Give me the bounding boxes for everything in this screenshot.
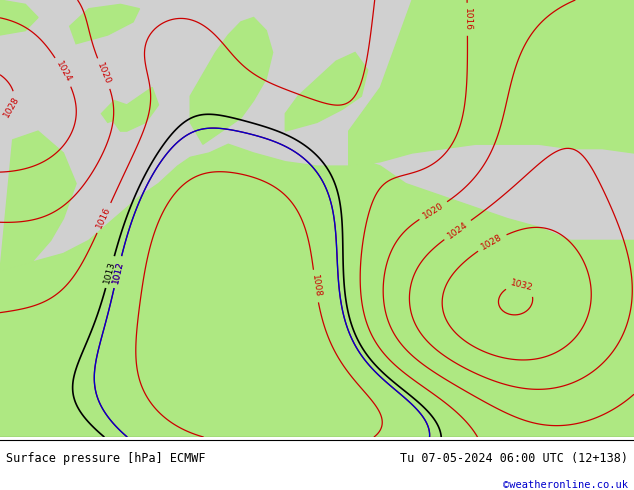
Text: ©weatheronline.co.uk: ©weatheronline.co.uk <box>503 481 628 490</box>
Text: 1012: 1012 <box>111 260 125 284</box>
Polygon shape <box>89 271 203 358</box>
Polygon shape <box>0 0 38 35</box>
Polygon shape <box>101 100 127 122</box>
Text: 1032: 1032 <box>509 279 534 293</box>
Polygon shape <box>70 4 139 44</box>
Text: 1020: 1020 <box>95 61 112 86</box>
Polygon shape <box>393 284 634 437</box>
Text: 1028: 1028 <box>2 95 22 119</box>
Text: 1013: 1013 <box>103 260 117 284</box>
Polygon shape <box>349 0 634 166</box>
Text: Tu 07-05-2024 06:00 UTC (12+138): Tu 07-05-2024 06:00 UTC (12+138) <box>399 452 628 465</box>
Text: 1024: 1024 <box>54 60 73 84</box>
Text: Surface pressure [hPa] ECMWF: Surface pressure [hPa] ECMWF <box>6 452 206 465</box>
Polygon shape <box>190 18 273 144</box>
Text: 1012: 1012 <box>111 260 125 284</box>
Polygon shape <box>304 306 349 393</box>
Polygon shape <box>285 52 368 131</box>
Text: 1028: 1028 <box>480 233 504 252</box>
Text: 1020: 1020 <box>421 201 445 220</box>
Text: 1016: 1016 <box>95 206 113 230</box>
Text: 1016: 1016 <box>463 8 472 31</box>
Polygon shape <box>0 144 634 437</box>
Polygon shape <box>0 131 76 271</box>
Text: 1008: 1008 <box>309 274 322 298</box>
Text: 1024: 1024 <box>446 220 469 240</box>
Polygon shape <box>0 0 634 437</box>
Polygon shape <box>114 87 158 131</box>
